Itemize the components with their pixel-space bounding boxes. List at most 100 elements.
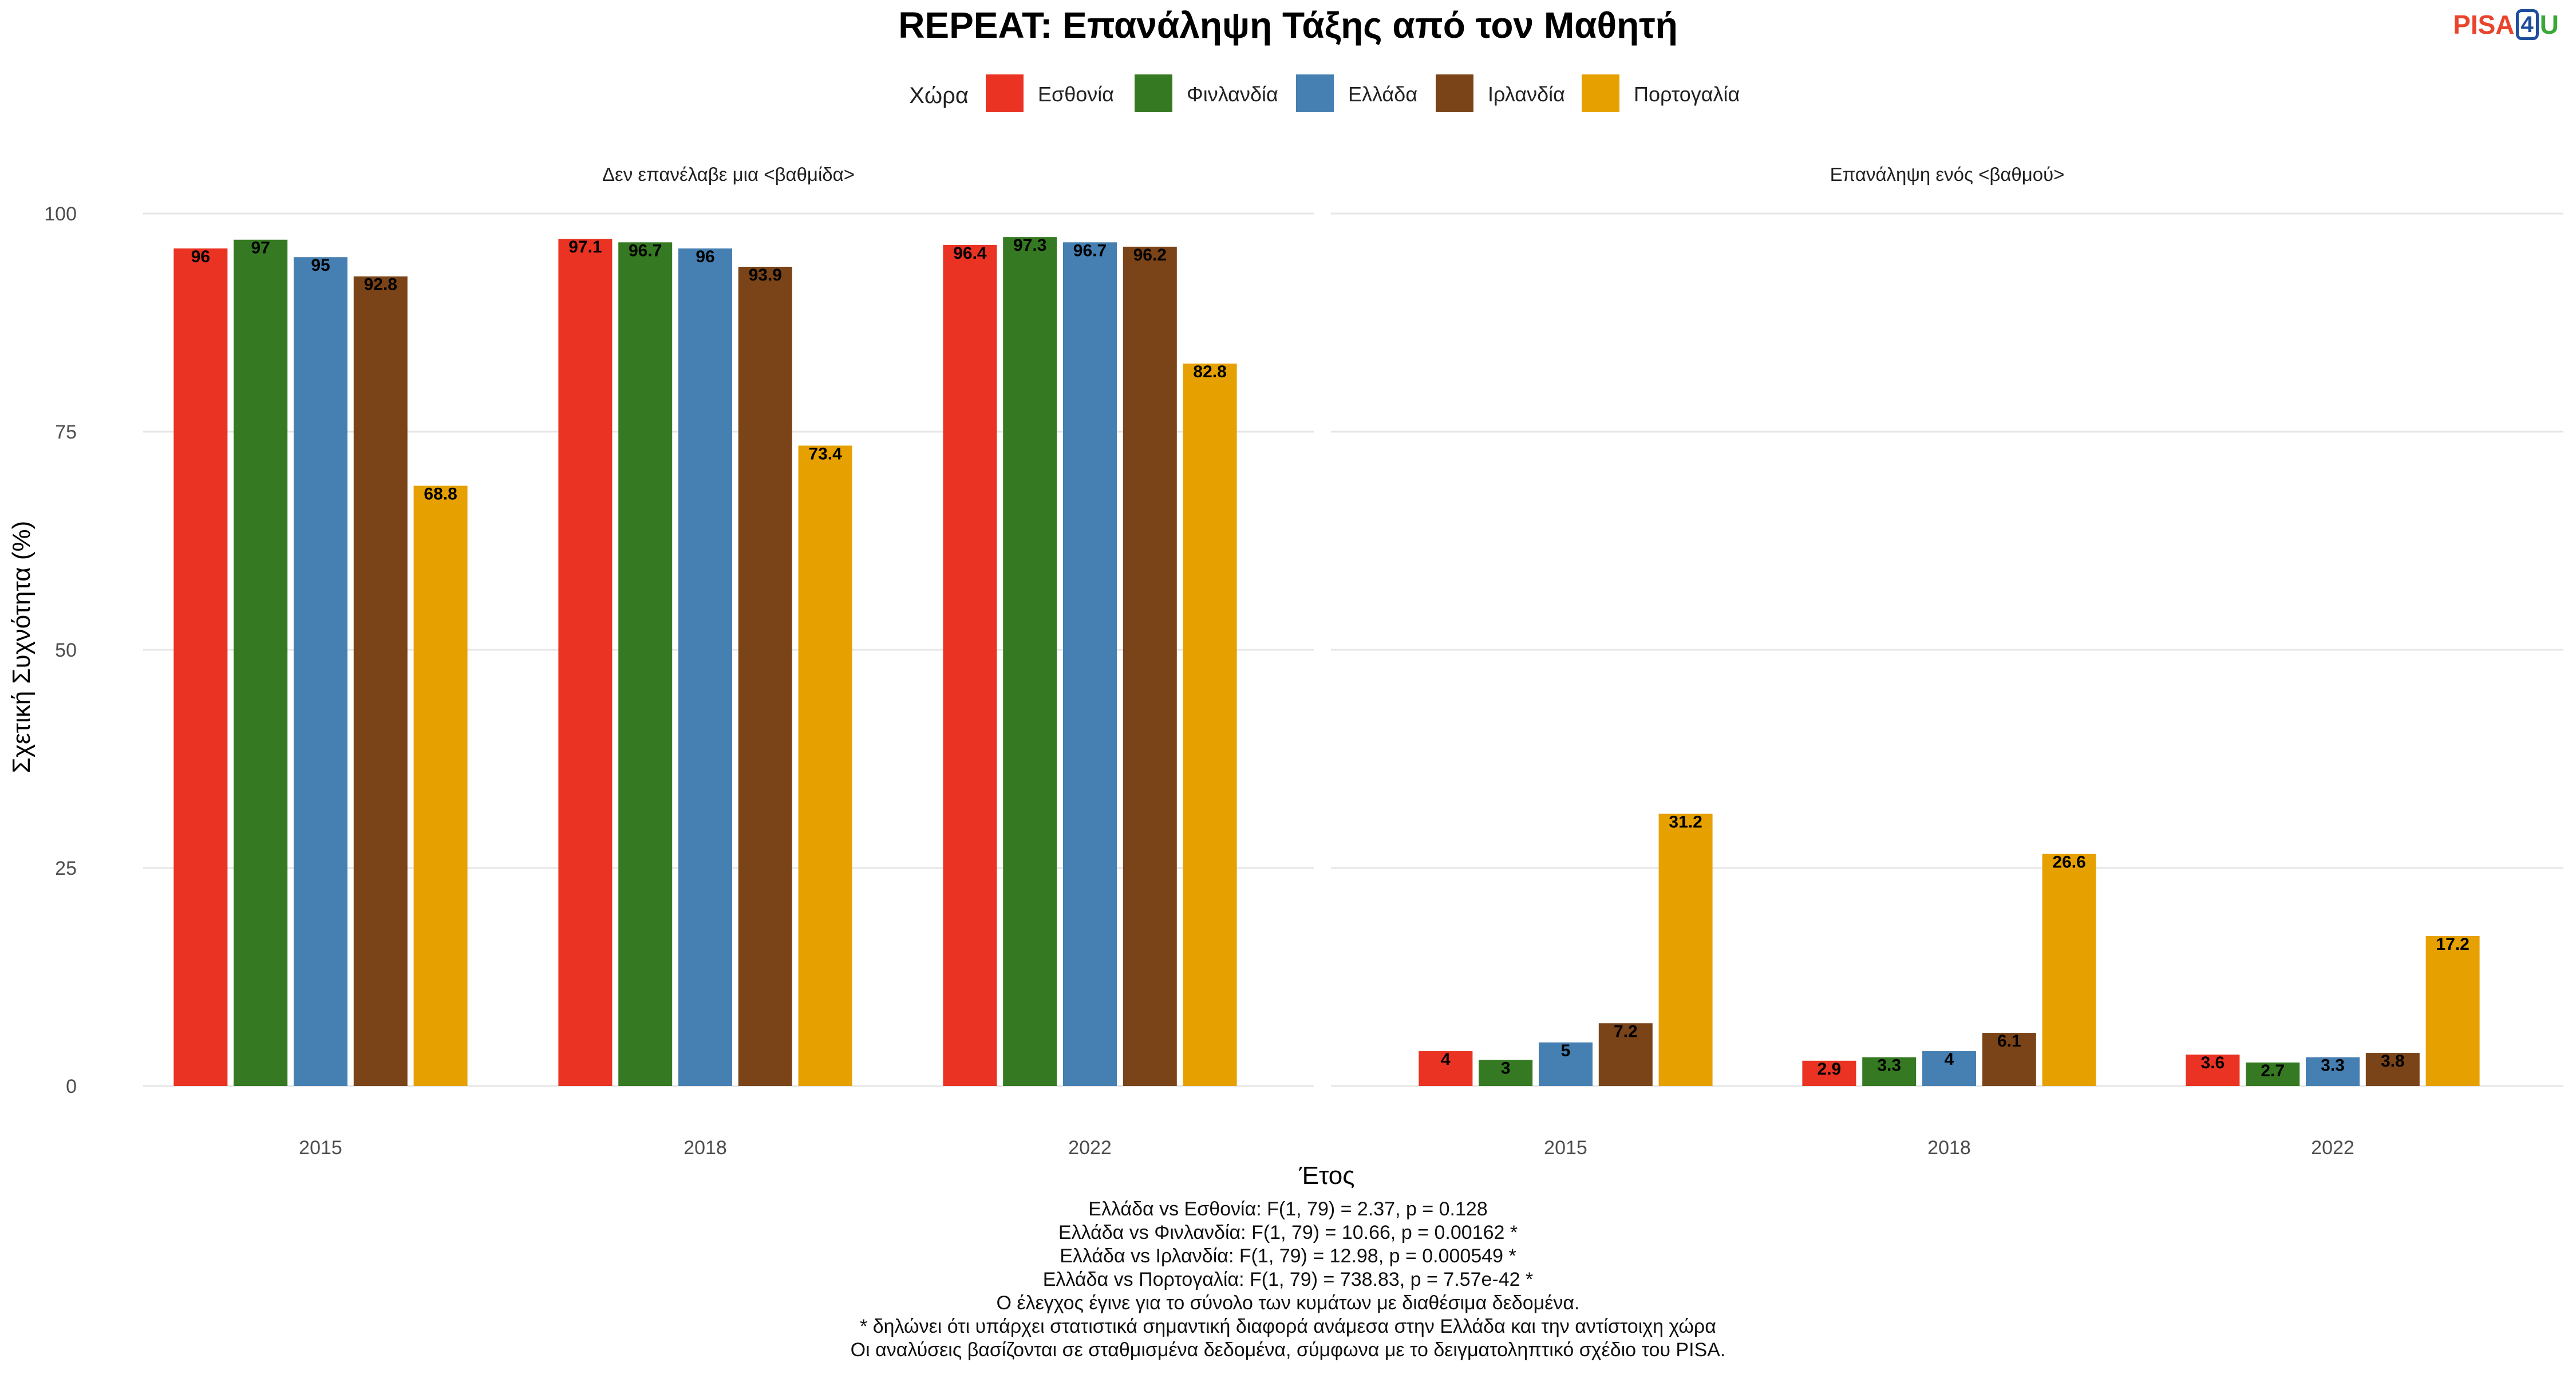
data-label: 96.4	[953, 244, 987, 263]
legend-label: Ιρλανδία	[1488, 82, 1565, 106]
data-label: 31.2	[1669, 813, 1702, 832]
data-label: 96	[696, 247, 714, 266]
bar	[2306, 1057, 2360, 1086]
bar	[943, 244, 997, 1086]
bar	[353, 276, 408, 1086]
bar	[1862, 1057, 1917, 1086]
bar	[1479, 1060, 1533, 1086]
footnote-line: Ελλάδα vs Εσθονία: F(1, 79) = 2.37, p = …	[1088, 1198, 1488, 1220]
bar	[618, 242, 673, 1086]
legend-swatch	[1296, 74, 1334, 112]
bar	[1539, 1042, 1593, 1086]
footnote-line: Ελλάδα vs Ιρλανδία: F(1, 79) = 12.98, p …	[1060, 1245, 1516, 1267]
data-label: 96.7	[629, 241, 662, 260]
data-label: 2.7	[2261, 1061, 2285, 1080]
data-label: 2.9	[1818, 1060, 1842, 1079]
footnote-line: Οι αναλύσεις βασίζονται σε σταθμισμένα δ…	[850, 1339, 1726, 1361]
footnote-line: * δηλώνει ότι υπάρχει στατιστικά σημαντι…	[860, 1316, 1716, 1337]
bar	[1802, 1060, 1856, 1086]
data-label: 26.6	[2052, 853, 2085, 872]
logo-text-four: 4	[2515, 9, 2539, 40]
data-label: 3.3	[2321, 1056, 2345, 1075]
bar	[413, 485, 468, 1086]
y-tick-label: 0	[66, 1076, 77, 1097]
bar	[1419, 1051, 1473, 1086]
legend-swatch	[1582, 74, 1619, 112]
data-label: 97	[251, 239, 270, 258]
panel-1: Δεν επανέλαβε μια <βαθμίδα> 96 97 95 92.8 68.…	[143, 164, 1314, 1159]
bar	[1922, 1051, 1976, 1086]
panel-title: Δεν επανέλαβε μια <βαθμίδα>	[602, 164, 855, 185]
bar	[1123, 246, 1177, 1086]
y-axis-label: Σχετική Συχνότητα (%)	[7, 521, 35, 773]
y-tick-label: 25	[55, 858, 77, 879]
data-label: 97.3	[1013, 236, 1046, 255]
bar	[2042, 854, 2096, 1086]
x-tick-label: 2022	[2311, 1137, 2354, 1159]
data-label: 17.2	[2436, 935, 2469, 954]
data-label: 4	[1441, 1050, 1451, 1069]
footnotes: Ελλάδα vs Εσθονία: F(1, 79) = 2.37, p = …	[0, 1198, 2576, 1362]
data-label: 97.1	[568, 238, 602, 256]
bar	[234, 239, 288, 1087]
data-label: 7.2	[1614, 1022, 1638, 1041]
y-tick-label: 100	[44, 203, 77, 225]
bar	[2365, 1053, 2420, 1086]
pisa4u-logo: PISA 4 U	[2453, 9, 2559, 40]
legend-label: Εσθονία	[1038, 82, 1114, 106]
bar	[2246, 1062, 2300, 1086]
bar	[1982, 1033, 2036, 1086]
data-label: 68.8	[424, 484, 457, 503]
data-label: 5	[1561, 1041, 1571, 1060]
bar	[1658, 814, 1713, 1086]
data-label: 96.7	[1073, 241, 1107, 260]
y-tick-label: 75	[55, 421, 77, 443]
legend-swatch	[1135, 74, 1172, 112]
bar	[738, 266, 792, 1086]
data-label: 73.4	[808, 444, 842, 463]
legend: Χώρα Εσθονία Φινλανδία Ελλάδα Ιρλανδία Πορτογ…	[909, 74, 1740, 112]
panel-2: Επανάληψη ενός <βαθμού> 4 3 5 7.2 31.2 2015 2.9…	[1331, 164, 2563, 1159]
legend-swatch	[986, 74, 1024, 112]
bar	[1183, 364, 1237, 1087]
panel-title: Επανάληψη ενός <βαθμού>	[1830, 164, 2065, 185]
bar	[558, 239, 613, 1086]
data-label: 3.3	[1877, 1056, 1901, 1075]
footnote-line: Ελλάδα vs Πορτογαλία: F(1, 79) = 738.83,…	[1042, 1269, 1534, 1290]
data-label: 96.2	[1133, 246, 1167, 264]
legend-label: Πορτογαλία	[1634, 82, 1740, 106]
panels: 0 25 50 75 100 Δεν επανέλαβε μια <βαθμίδα> 96 9…	[44, 164, 2563, 1159]
legend-label: Φινλανδία	[1187, 82, 1278, 106]
data-label: 6.1	[1997, 1032, 2021, 1051]
bar	[1598, 1023, 1653, 1086]
legend-label: Ελλάδα	[1348, 82, 1417, 106]
footnote-line: Ο έλεγχος έγινε για το σύνολο των κυμάτω…	[996, 1292, 1580, 1314]
data-label: 3.6	[2201, 1053, 2225, 1072]
x-tick-label: 2022	[1068, 1137, 1112, 1159]
footnote-line: Ελλάδα vs Φινλανδία: F(1, 79) = 10.66, p…	[1058, 1222, 1518, 1243]
x-tick-label: 2015	[299, 1137, 342, 1159]
y-tick-label: 50	[55, 639, 77, 661]
logo-text-pisa: PISA	[2453, 10, 2515, 40]
chart-title: REPEAT: Επανάληψη Τάξης από τον Μαθητή	[898, 5, 1678, 46]
legend-title: Χώρα	[909, 83, 969, 108]
data-label: 82.8	[1193, 362, 1226, 381]
bar	[173, 248, 228, 1087]
data-label: 96	[191, 247, 210, 266]
bar	[678, 248, 732, 1087]
data-label: 92.8	[364, 275, 397, 294]
bar	[2425, 935, 2480, 1086]
data-label: 3.8	[2381, 1052, 2405, 1071]
x-tick-label: 2018	[683, 1137, 727, 1159]
legend-swatch	[1436, 74, 1473, 112]
data-label: 3	[1501, 1059, 1511, 1077]
bar	[294, 257, 347, 1087]
x-tick-label: 2015	[1544, 1137, 1587, 1159]
data-label: 4	[1945, 1050, 1954, 1069]
data-label: 95	[311, 256, 330, 275]
x-tick-label: 2018	[1927, 1137, 1971, 1159]
bar	[2186, 1055, 2240, 1086]
x-axis-label: Έτος	[1299, 1162, 1355, 1190]
logo-text-u: U	[2539, 10, 2559, 40]
